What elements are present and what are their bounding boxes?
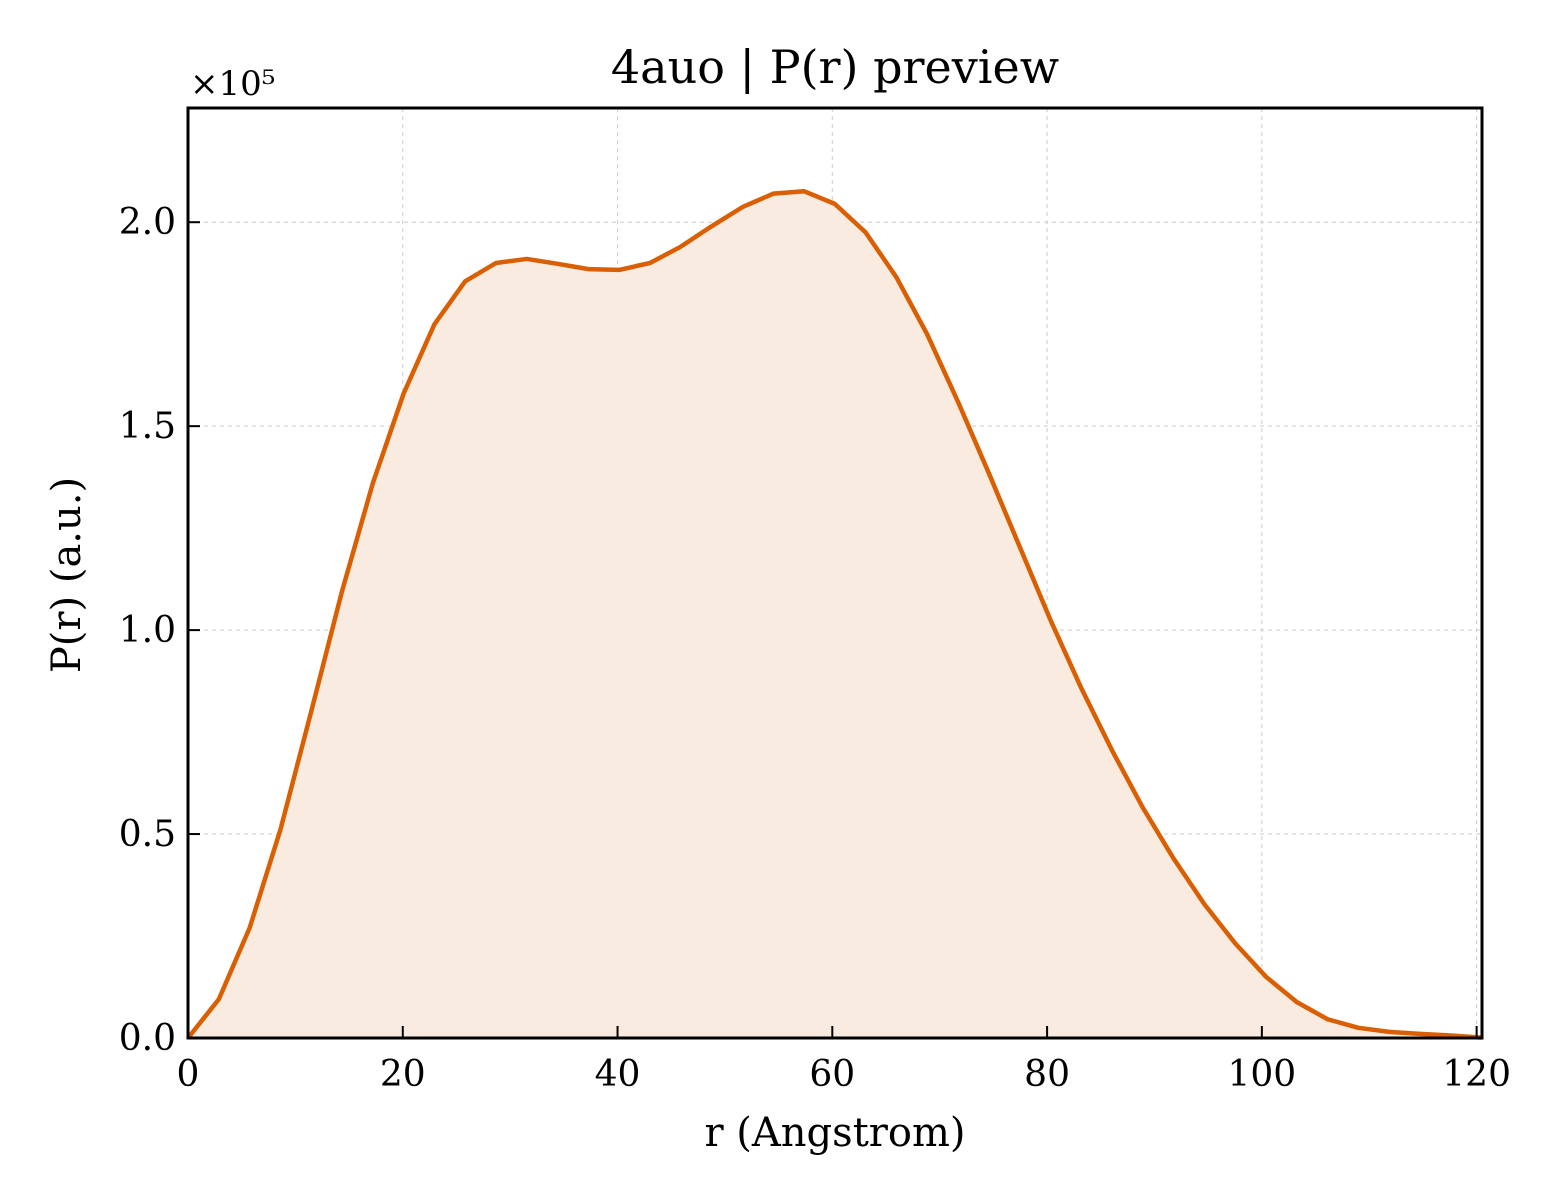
x-tick-label: 120 [1442, 1054, 1511, 1095]
area-fill [188, 191, 1482, 1038]
x-tick-label: 60 [809, 1054, 855, 1095]
plot-frame [186, 106, 1484, 1040]
y-tick-label: 1.5 [119, 406, 176, 447]
y-ticks: 0.0 0.5 1.0 1.5 2.0 [119, 202, 200, 1059]
series-line [186, 188, 1482, 1040]
x-axis-label: r (Angstrom) [704, 1110, 965, 1156]
y-multiplier-label: ×10⁵ [190, 64, 275, 104]
x-tick-label: 100 [1227, 1054, 1296, 1095]
y-tick-label: 2.0 [119, 202, 176, 243]
x-ticks: 0 20 40 60 80 100 120 [177, 1026, 1511, 1095]
x-tick-label: 80 [1024, 1054, 1070, 1095]
x-tick-label: 0 [177, 1054, 200, 1095]
chart-title: 4auo | P(r) preview [611, 40, 1059, 94]
y-tick-label: 0.0 [119, 1018, 176, 1059]
y-tick-label: 1.0 [119, 610, 176, 651]
y-tick-label: 0.5 [119, 814, 176, 855]
x-tick-label: 40 [595, 1054, 641, 1095]
y-axis-label: P(r) (a.u.) [44, 477, 90, 673]
x-tick-label: 20 [380, 1054, 426, 1095]
